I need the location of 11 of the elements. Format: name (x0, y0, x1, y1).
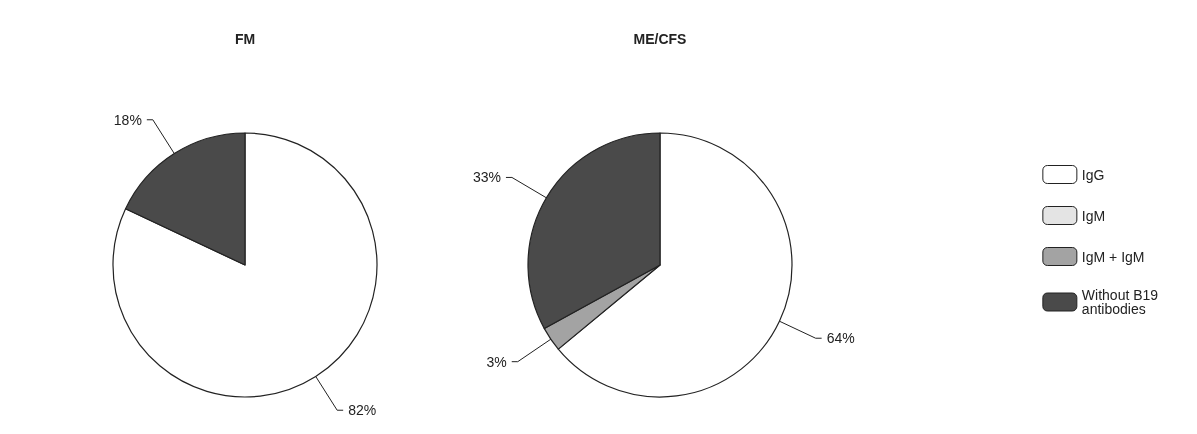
data-label: 64% (826, 330, 855, 347)
data-label: 3% (486, 353, 507, 370)
data-label: 82% (348, 402, 377, 419)
data-label: 33% (472, 169, 501, 186)
data-label: 18% (113, 111, 142, 128)
chart-title: FM (234, 31, 256, 47)
legend-label: IgM (1081, 207, 1106, 224)
legend-label: IgG (1081, 166, 1105, 183)
chart-title: ME/CFS (633, 31, 687, 47)
legend-label: IgM + IgM (1081, 248, 1145, 265)
legend-label: Without B19 antibodies (1081, 287, 1162, 317)
